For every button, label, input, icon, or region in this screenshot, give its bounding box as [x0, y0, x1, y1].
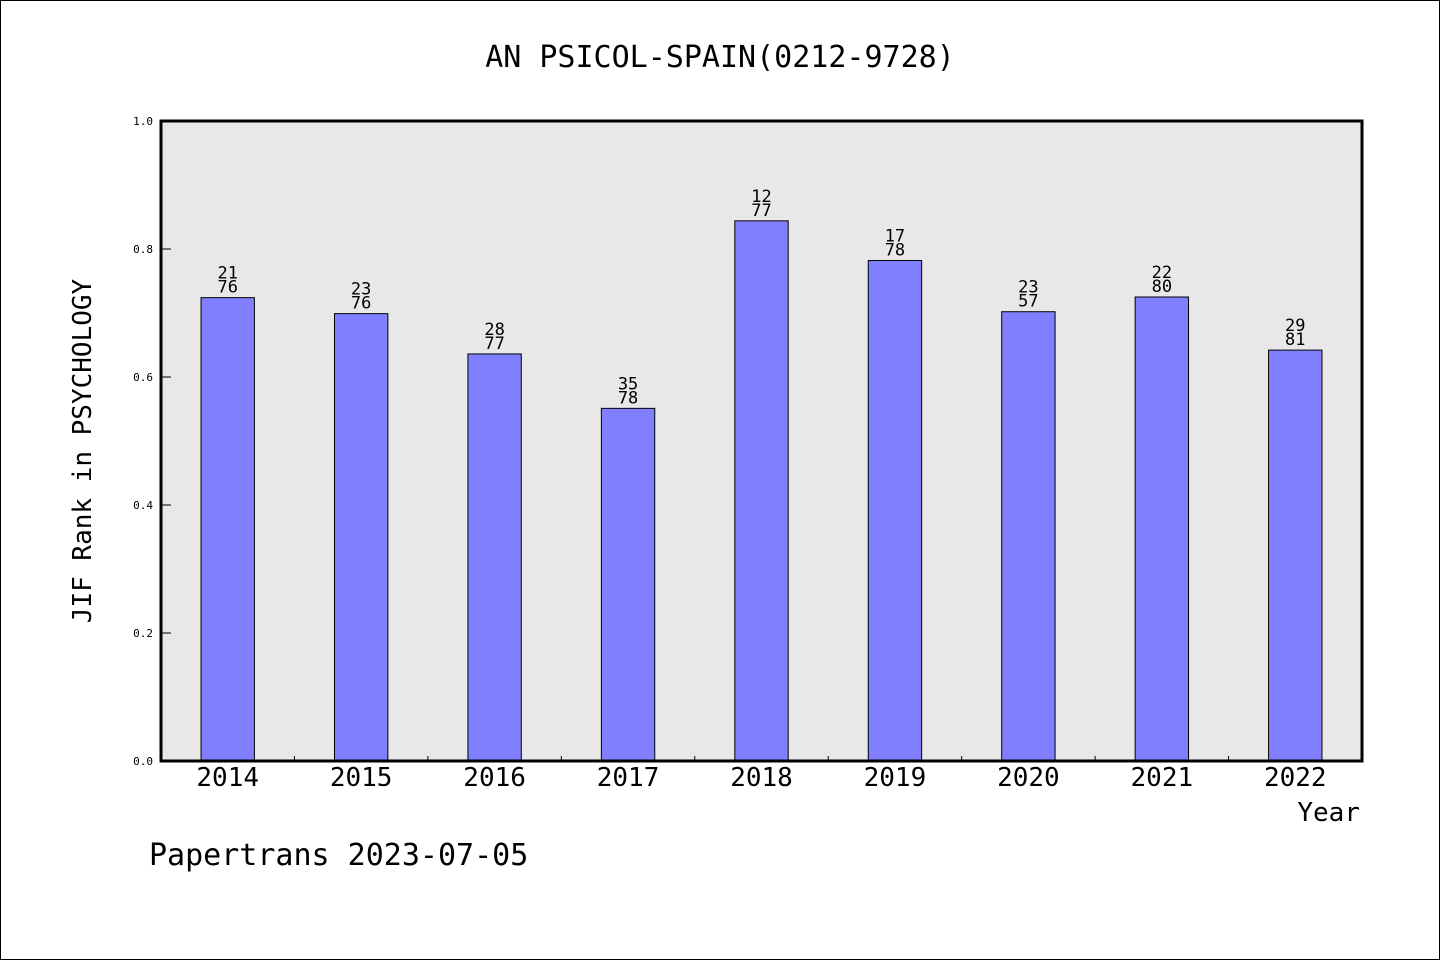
- bar-rank-label-2016: 28: [484, 320, 504, 340]
- bar-total-label-2019: 78: [885, 241, 905, 261]
- x-tick-label-2017: 2017: [597, 763, 660, 793]
- x-tick-label-2019: 2019: [864, 763, 927, 793]
- bar-2019: [867, 260, 923, 762]
- x-axis: 2014 2015 2016 2017 2018 2019 2020 2021 2022: [196, 756, 1327, 793]
- y-tick-label: 0.4: [133, 499, 153, 512]
- x-tick-label-2018: 2018: [730, 763, 793, 793]
- y-axis: 0.0 0.2 0.4 0.6 0.8 1.0: [133, 115, 171, 768]
- bar-total-label-2015: 76: [351, 294, 371, 314]
- chart-title: AN PSICOL-SPAIN(0212-9728): [485, 40, 955, 75]
- x-tick-label-2014: 2014: [196, 763, 259, 793]
- x-tick-label-2021: 2021: [1131, 763, 1194, 793]
- y-tick-label: 0.6: [133, 371, 153, 384]
- bar-series: [200, 220, 1323, 762]
- bar-total-label-2017: 78: [618, 388, 638, 408]
- y-tick-label: 0.2: [133, 627, 153, 640]
- bar-2015: [333, 313, 389, 762]
- bar-2018: [734, 220, 789, 762]
- bar-rank-label-2019: 17: [885, 227, 905, 247]
- bar-rank-label-2017: 35: [618, 374, 638, 394]
- bar-2014: [200, 297, 255, 762]
- y-tick-label: 1.0: [133, 115, 153, 128]
- bar-2016: [467, 353, 522, 762]
- bar-total-label-2022: 81: [1285, 330, 1305, 350]
- bar-rank-label-2018: 12: [751, 187, 771, 207]
- bar-rank-label-2021: 22: [1152, 263, 1172, 283]
- bar-total-label-2018: 77: [751, 201, 771, 221]
- bar-2017: [600, 407, 656, 762]
- bar-total-label-2016: 77: [484, 334, 504, 354]
- bar-rank-label-2014: 21: [217, 264, 237, 284]
- bar-rank-label-2022: 29: [1285, 316, 1305, 336]
- y-axis-label: JIF Rank in PSYCHOLOGY: [68, 278, 98, 623]
- x-axis-label: Year: [1297, 798, 1360, 828]
- bar-total-label-2021: 80: [1152, 277, 1172, 297]
- bar-2021: [1134, 296, 1190, 762]
- bar-2020: [1001, 311, 1056, 762]
- footer-source: Papertrans 2023-07-05: [149, 838, 528, 873]
- y-tick-label: 0.8: [133, 243, 153, 256]
- bar-2022: [1268, 349, 1323, 762]
- bar-total-label-2014: 76: [217, 278, 237, 298]
- x-tick-label-2016: 2016: [463, 763, 526, 793]
- x-tick-label-2022: 2022: [1264, 763, 1327, 793]
- x-tick-label-2015: 2015: [330, 763, 393, 793]
- bar-rank-label-2015: 23: [351, 280, 371, 300]
- bar-total-label-2020: 57: [1018, 292, 1038, 312]
- bar-rank-label-2020: 23: [1018, 278, 1038, 298]
- x-tick-label-2020: 2020: [997, 763, 1060, 793]
- plot-border: [159, 119, 1364, 763]
- y-tick-label: 0.0: [133, 755, 153, 768]
